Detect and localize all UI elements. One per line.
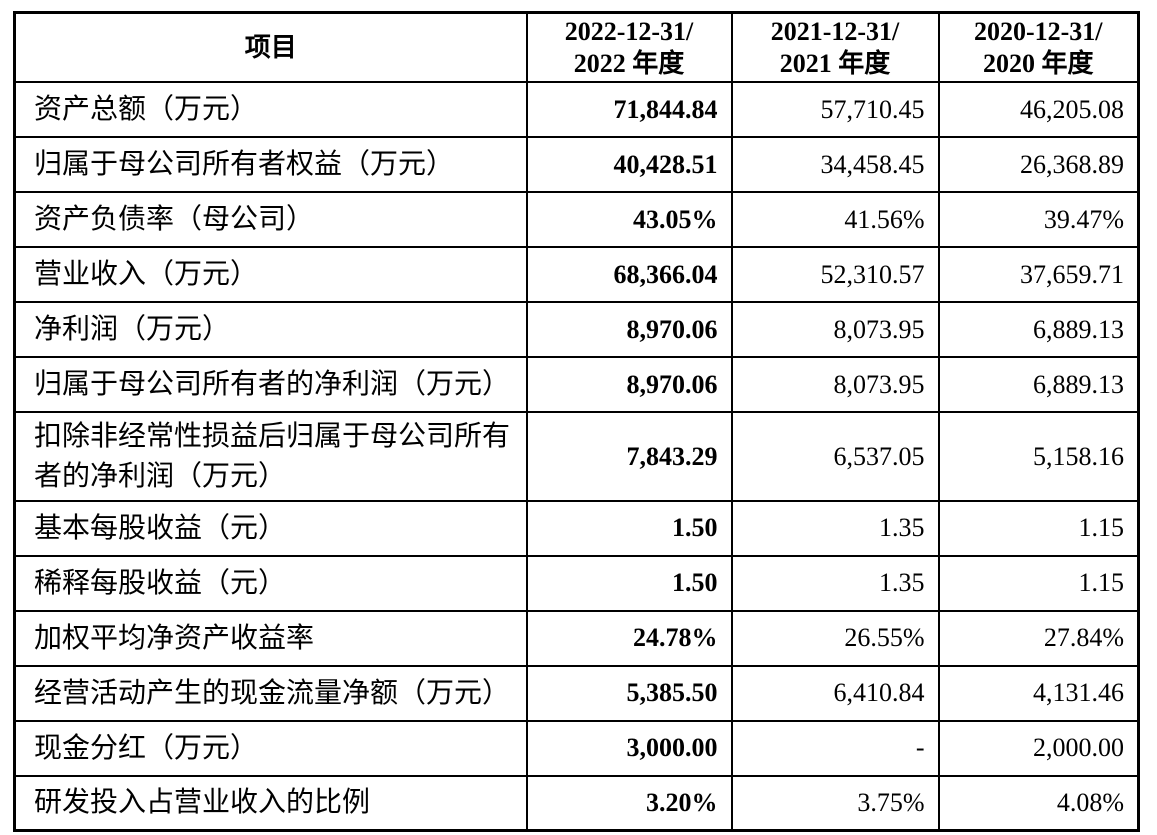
- value-2022: 24.78%: [525, 609, 733, 667]
- period-2021-date: 2021-12-31/: [770, 17, 900, 46]
- value-2022: 5,385.50: [525, 664, 733, 722]
- value-2021: 1.35: [730, 499, 940, 557]
- table-row-net-profit: 净利润（万元） 8,970.06 8,073.95 6,889.13: [13, 301, 1140, 359]
- value-2020: 46,205.08: [937, 81, 1140, 139]
- table-row-operating-revenue: 营业收入（万元） 68,366.04 52,310.57 37,659.71: [13, 246, 1140, 304]
- row-label: 经营活动产生的现金流量净额（万元）: [13, 664, 528, 722]
- value-2021: 34,458.45: [730, 136, 940, 194]
- value-2020: 6,889.13: [937, 301, 1140, 359]
- table-row-deducted-net-profit: 扣除非经常性损益后归属于母公司所有者的净利润（万元） 7,843.29 6,53…: [13, 411, 1140, 502]
- column-header-2022: 2022-12-31/ 2022 年度: [525, 11, 733, 84]
- table-row-diluted-eps: 稀释每股收益（元） 1.50 1.35 1.15: [13, 554, 1140, 612]
- table-row-debt-ratio: 资产负债率（母公司） 43.05% 41.56% 39.47%: [13, 191, 1140, 249]
- table-row-parent-equity: 归属于母公司所有者权益（万元） 40,428.51 34,458.45 26,3…: [13, 136, 1140, 194]
- value-2022: 8,970.06: [525, 356, 733, 414]
- value-2020: 5,158.16: [937, 411, 1140, 502]
- row-label: 归属于母公司所有者权益（万元）: [13, 136, 528, 194]
- row-label: 研发投入占营业收入的比例: [13, 774, 528, 832]
- financial-summary-table: 项目 2022-12-31/ 2022 年度 2021-12-31/ 2021 …: [13, 11, 1140, 833]
- value-2020: 37,659.71: [937, 246, 1140, 304]
- row-label: 稀释每股收益（元）: [13, 554, 528, 612]
- value-2022: 8,970.06: [525, 301, 733, 359]
- value-2020: 1.15: [937, 554, 1140, 612]
- row-label: 净利润（万元）: [13, 301, 528, 359]
- row-label: 扣除非经常性损益后归属于母公司所有者的净利润（万元）: [13, 411, 528, 502]
- value-2020: 39.47%: [937, 191, 1140, 249]
- table-row-total-assets: 资产总额（万元） 71,844.84 57,710.45 46,205.08: [13, 81, 1140, 139]
- value-2022: 71,844.84: [525, 81, 733, 139]
- column-header-2021: 2021-12-31/ 2021 年度: [730, 11, 940, 84]
- header-row: 项目 2022-12-31/ 2022 年度 2021-12-31/ 2021 …: [13, 11, 1140, 84]
- table-row-rd-revenue-ratio: 研发投入占营业收入的比例 3.20% 3.75% 4.08%: [13, 774, 1140, 832]
- value-2021: 3.75%: [730, 774, 940, 832]
- value-2021: 8,073.95: [730, 301, 940, 359]
- value-2022: 40,428.51: [525, 136, 733, 194]
- value-2022: 3.20%: [525, 774, 733, 832]
- row-label: 资产负债率（母公司）: [13, 191, 528, 249]
- value-2020: 27.84%: [937, 609, 1140, 667]
- value-2021: 41.56%: [730, 191, 940, 249]
- value-2022: 1.50: [525, 499, 733, 557]
- row-label: 加权平均净资产收益率: [13, 609, 528, 667]
- column-header-item: 项目: [13, 11, 528, 84]
- table-row-weighted-roe: 加权平均净资产收益率 24.78% 26.55% 27.84%: [13, 609, 1140, 667]
- row-label: 基本每股收益（元）: [13, 499, 528, 557]
- row-label: 资产总额（万元）: [13, 81, 528, 139]
- value-2021: 6,410.84: [730, 664, 940, 722]
- value-2020: 1.15: [937, 499, 1140, 557]
- value-2021: 6,537.05: [730, 411, 940, 502]
- value-2022: 43.05%: [525, 191, 733, 249]
- value-2022: 1.50: [525, 554, 733, 612]
- table-row-operating-cash-flow: 经营活动产生的现金流量净额（万元） 5,385.50 6,410.84 4,13…: [13, 664, 1140, 722]
- row-label: 归属于母公司所有者的净利润（万元）: [13, 356, 528, 414]
- value-2020: 4,131.46: [937, 664, 1140, 722]
- row-label: 现金分红（万元）: [13, 719, 528, 777]
- value-2020: 4.08%: [937, 774, 1140, 832]
- value-2021: 52,310.57: [730, 246, 940, 304]
- column-header-item-label: 项目: [244, 32, 297, 62]
- table-row-parent-net-profit: 归属于母公司所有者的净利润（万元） 8,970.06 8,073.95 6,88…: [13, 356, 1140, 414]
- table-row-cash-dividend: 现金分红（万元） 3,000.00 - 2,000.00: [13, 719, 1140, 777]
- value-2021: -: [730, 719, 940, 777]
- value-2022: 3,000.00: [525, 719, 733, 777]
- period-2022-date: 2022-12-31/: [564, 17, 694, 46]
- value-2020: 6,889.13: [937, 356, 1140, 414]
- table-row-basic-eps: 基本每股收益（元） 1.50 1.35 1.15: [13, 499, 1140, 557]
- period-2022-year: 2022 年度: [573, 48, 685, 78]
- value-2021: 26.55%: [730, 609, 940, 667]
- value-2021: 1.35: [730, 554, 940, 612]
- period-2020-year: 2020 年度: [982, 48, 1094, 78]
- column-header-2020: 2020-12-31/ 2020 年度: [937, 11, 1140, 84]
- period-2021-year: 2021 年度: [779, 48, 891, 78]
- value-2022: 7,843.29: [525, 411, 733, 502]
- row-label: 营业收入（万元）: [13, 246, 528, 304]
- value-2021: 8,073.95: [730, 356, 940, 414]
- period-2020-date: 2020-12-31/: [973, 17, 1103, 46]
- value-2020: 26,368.89: [937, 136, 1140, 194]
- value-2020: 2,000.00: [937, 719, 1140, 777]
- value-2021: 57,710.45: [730, 81, 940, 139]
- value-2022: 68,366.04: [525, 246, 733, 304]
